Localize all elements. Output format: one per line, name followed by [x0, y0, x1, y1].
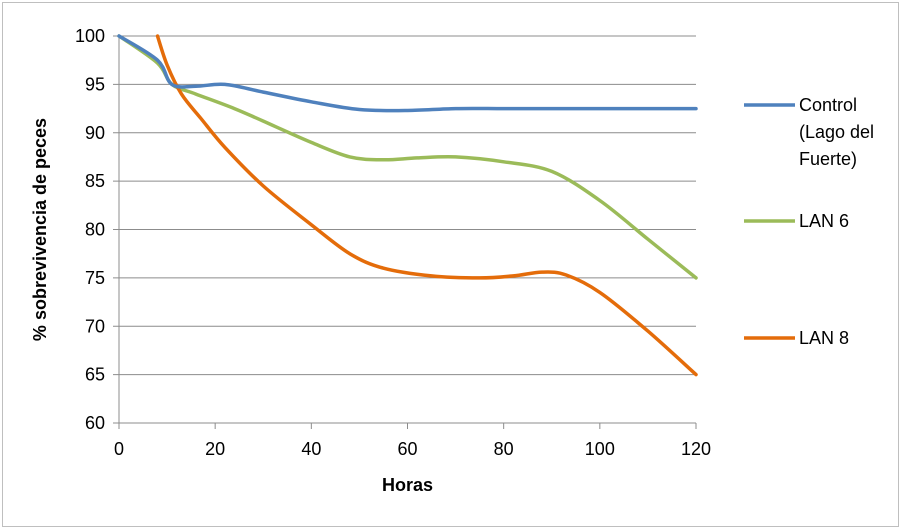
x-tick-label: 80: [494, 439, 514, 459]
x-tick-label: 60: [397, 439, 417, 459]
series-line-control: [117, 34, 698, 113]
y-tick-label: 100: [75, 26, 105, 46]
y-tick-label: 90: [85, 123, 105, 143]
legend-label-control: (Lago del: [799, 122, 874, 142]
x-tick-label: 120: [681, 439, 711, 459]
x-tick-label: 20: [205, 439, 225, 459]
y-tick-label: 70: [85, 316, 105, 336]
legend-label-control: Control: [799, 95, 857, 115]
y-tick-label: 80: [85, 220, 105, 240]
y-tick-label: 65: [85, 365, 105, 385]
series-line-lan-8: [155, 34, 698, 377]
x-tick-label: 0: [114, 439, 124, 459]
series-line-lan-6: [117, 34, 698, 280]
y-tick-label: 75: [85, 268, 105, 288]
legend-label-lan-6: LAN 6: [799, 211, 849, 231]
y-tick-label: 95: [85, 74, 105, 94]
line-chart: 60 65 70 75 80 85 90 95 100 0 20 40 60 80 100 120 Horas%…: [30, 26, 874, 495]
x-tick-label: 100: [585, 439, 615, 459]
y-tick-label: 60: [85, 413, 105, 433]
y-axis-title: % sobrevivencia de peces: [30, 118, 50, 341]
x-axis-title: Horas: [382, 475, 433, 495]
legend-label-control: Fuerte): [799, 149, 857, 169]
legend-label-lan-8: LAN 8: [799, 328, 849, 348]
x-tick-label: 40: [301, 439, 321, 459]
y-tick-label: 85: [85, 171, 105, 191]
